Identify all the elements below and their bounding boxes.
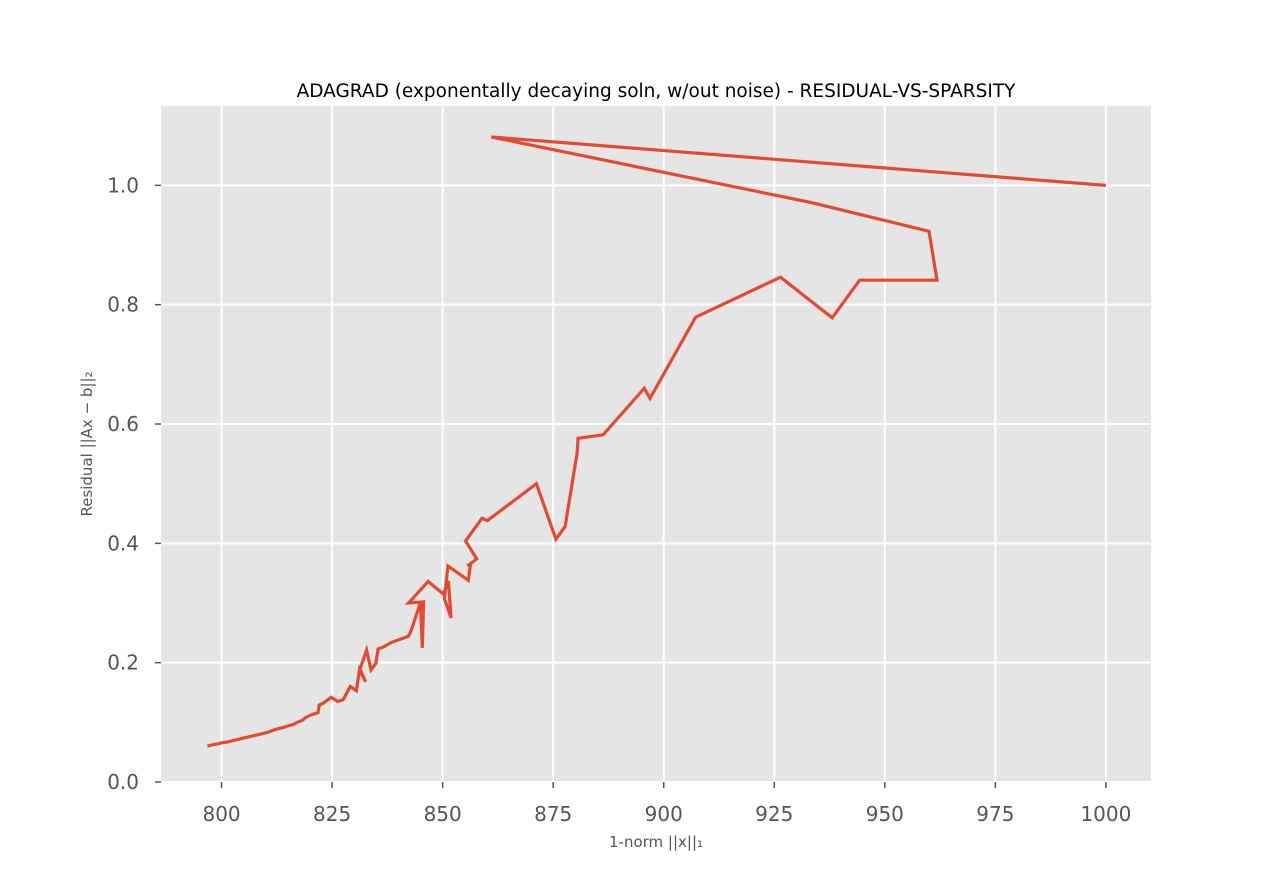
grid-lines xyxy=(161,106,1151,783)
x-tick-label: 850 xyxy=(424,802,462,826)
x-tick-label: 950 xyxy=(866,802,904,826)
x-tick-label: 800 xyxy=(202,802,240,826)
series-line xyxy=(206,135,1107,748)
x-tick-label: 875 xyxy=(534,802,572,826)
x-axis-ticks: 800 825 850 875 900 925 950 975 1000 xyxy=(202,782,1131,826)
y-tick-label: 0.4 xyxy=(107,531,139,555)
chart-title: ADAGRAD (exponentally decaying soln, w/o… xyxy=(297,81,1017,102)
y-tick-label: 0.2 xyxy=(107,651,139,675)
plot-area xyxy=(161,106,1151,782)
y-axis-ticks: 0.0 0.2 0.4 0.6 0.8 1.0 xyxy=(107,173,161,794)
series-layer xyxy=(206,135,1107,748)
y-tick-label: 0.8 xyxy=(107,293,139,317)
x-tick-label: 975 xyxy=(976,802,1014,826)
x-tick-label: 1000 xyxy=(1080,802,1131,826)
y-tick-label: 1.0 xyxy=(107,173,139,197)
x-tick-label: 925 xyxy=(755,802,793,826)
x-tick-label: 900 xyxy=(645,802,683,826)
y-tick-label: 0.0 xyxy=(107,770,139,794)
x-tick-label: 825 xyxy=(313,802,351,826)
y-axis-label: Residual ||Ax − b||₂ xyxy=(78,371,96,516)
y-tick-label: 0.6 xyxy=(107,412,139,436)
x-axis-label: 1-norm ||x||₁ xyxy=(609,833,703,851)
